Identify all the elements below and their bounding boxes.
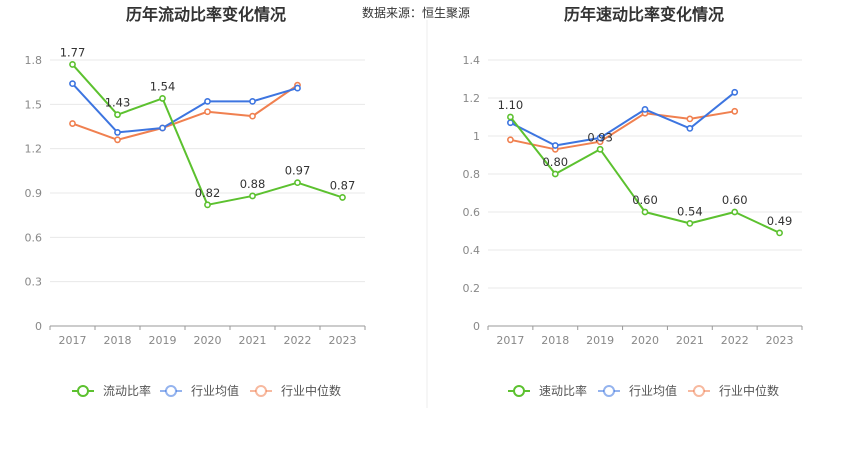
data-point [551, 170, 559, 178]
legend-swatch-marker [255, 385, 267, 397]
x-tick-label: 2020 [194, 334, 222, 347]
data-point [641, 208, 649, 216]
data-point [69, 61, 76, 68]
x-tick-label: 2018 [541, 334, 569, 347]
y-tick-label: 0.6 [463, 206, 481, 219]
series-line [71, 63, 343, 206]
x-tick-label: 2023 [766, 334, 794, 347]
current-ratio-chart: 历年流动比率变化情况 0 0.3 0.6 0.9 1.2 1.5 1.8 2017 2018 20… [25, 5, 366, 398]
data-point [294, 179, 301, 187]
series-line [72, 84, 299, 141]
data-label: 0.97 [285, 164, 311, 178]
legend-label: 行业中位数 [281, 383, 341, 398]
data-label: 1.43 [105, 96, 131, 110]
data-source-label: 数据来源：恒生聚源 [362, 5, 470, 20]
x-tick-label: 2020 [631, 334, 659, 347]
y-tick-label: 0.9 [25, 187, 43, 200]
legend-label: 速动比率 [539, 383, 587, 398]
data-point [507, 136, 514, 144]
legend-swatch-marker [513, 385, 525, 397]
data-point [596, 134, 604, 142]
data-point [686, 124, 694, 132]
data-point [249, 112, 256, 120]
data-label: 0.54 [677, 204, 703, 218]
data-point [159, 95, 166, 102]
chart-title: 历年流动比率变化情况 [126, 5, 286, 24]
x-tick-label: 2021 [676, 334, 704, 347]
data-point [731, 88, 739, 96]
data-point [159, 124, 166, 132]
series-line [509, 116, 780, 234]
data-point [776, 229, 783, 237]
data-label: 0.60 [632, 193, 658, 207]
series-line [510, 110, 735, 151]
legend-swatch-marker [603, 385, 615, 397]
data-point [114, 136, 121, 144]
legend-label: 行业均值 [629, 383, 677, 398]
chart-title: 历年速动比率变化情况 [564, 5, 724, 24]
data-label: 0.82 [195, 186, 221, 200]
data-label: 1.10 [498, 98, 524, 112]
y-tick-label: 0.4 [463, 244, 481, 257]
x-tick-label: 2018 [104, 334, 132, 347]
data-point [731, 107, 739, 115]
data-point [641, 106, 649, 113]
data-point [204, 97, 211, 105]
y-tick-label: 1.2 [463, 92, 481, 105]
x-tick-label: 2019 [586, 334, 614, 347]
legend-swatch-marker [77, 385, 89, 397]
data-point [507, 113, 514, 121]
y-tick-label: 1.4 [463, 54, 481, 67]
y-tick-label: 1.2 [25, 143, 43, 156]
legend-label: 行业均值 [191, 383, 239, 398]
data-point [294, 84, 301, 92]
data-point [686, 219, 694, 227]
y-tick-label: 0.8 [463, 168, 481, 181]
series-line [71, 82, 298, 134]
x-tick-label: 2022 [721, 334, 749, 347]
y-tick-label: 1.5 [25, 98, 43, 111]
data-label: 0.49 [767, 214, 793, 228]
data-point [204, 201, 211, 209]
x-tick-label: 2022 [284, 334, 312, 347]
y-tick-label: 0.3 [25, 276, 43, 289]
x-tick-label: 2021 [239, 334, 267, 347]
data-label: 0.80 [542, 155, 568, 169]
x-tick-label: 2017 [59, 334, 87, 347]
data-point [249, 97, 256, 105]
data-point [114, 129, 121, 136]
x-tick-label: 2023 [329, 334, 357, 347]
y-tick-label: 1 [473, 130, 480, 143]
data-point [114, 111, 121, 119]
data-label: 0.93 [587, 130, 613, 144]
quick-ratio-chart: 历年速动比率变化情况 0 0.2 0.4 0.6 0.8 1 1.2 1.4 2017 2018 2… [463, 5, 803, 398]
data-point [204, 108, 211, 116]
legend-swatch-marker [693, 385, 705, 397]
series-line [509, 91, 736, 147]
data-point [69, 80, 76, 88]
legend-swatch-marker [165, 385, 177, 397]
data-label: 1.77 [60, 45, 86, 59]
data-point [69, 120, 76, 127]
data-label: 0.87 [330, 178, 356, 192]
x-tick-label: 2017 [496, 334, 524, 347]
y-tick-label: 1.8 [25, 54, 43, 67]
data-point [249, 192, 256, 200]
data-point [551, 142, 559, 149]
y-tick-label: 0.2 [463, 282, 481, 295]
data-point [596, 145, 604, 153]
y-tick-label: 0.6 [25, 231, 43, 244]
legend-label: 流动比率 [103, 383, 151, 398]
data-label: 0.88 [240, 177, 266, 191]
data-point [339, 194, 346, 201]
data-point [686, 115, 694, 123]
y-tick-label: 0 [473, 320, 480, 333]
data-point [731, 208, 739, 216]
legend-label: 行业中位数 [719, 383, 779, 398]
y-tick-label: 0 [35, 320, 42, 333]
data-label: 1.54 [150, 79, 176, 93]
x-tick-label: 2019 [149, 334, 177, 347]
data-label: 0.60 [722, 193, 748, 207]
